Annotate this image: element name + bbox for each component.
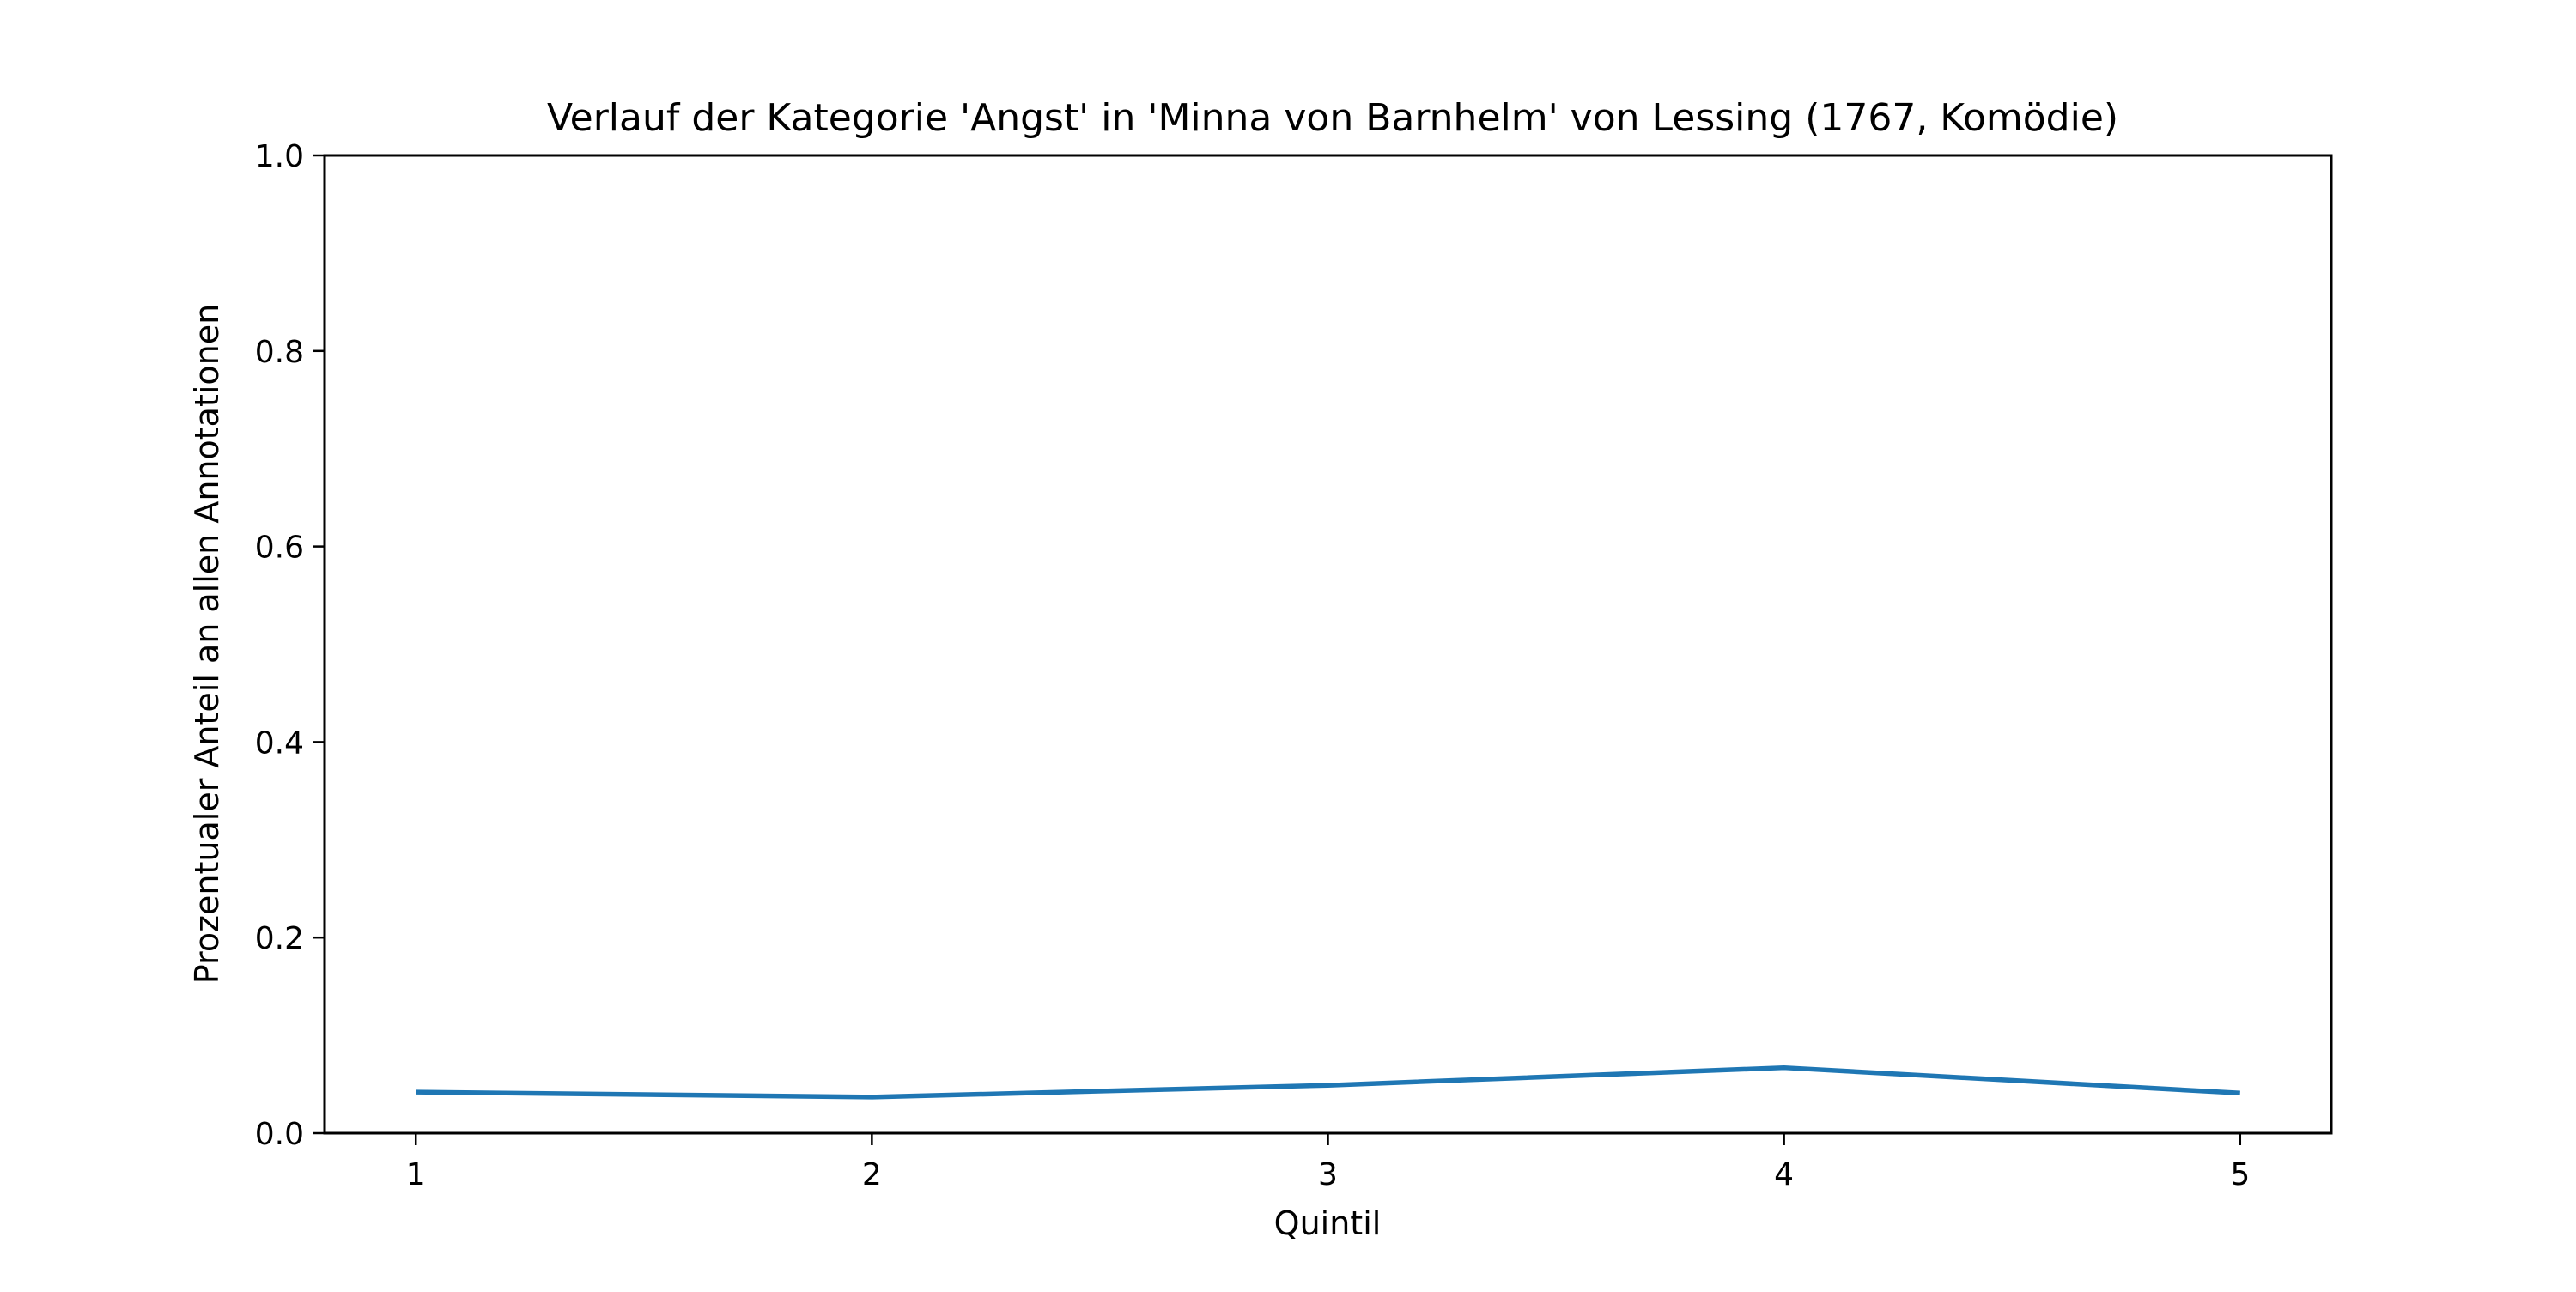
series-layer <box>416 1068 2240 1097</box>
x-tick-label: 5 <box>2230 1157 2250 1192</box>
y-tick-label: 0.0 <box>255 1117 304 1152</box>
y-axis-label: Prozentualer Anteil an allen Annotatione… <box>188 304 226 984</box>
y-axis-ticks: 0.0 0.2 0.4 0.6 0.8 1.0 <box>255 139 325 1152</box>
y-tick-label: 0.2 <box>255 921 304 956</box>
series-line <box>416 1068 2240 1097</box>
plot-area-frame <box>325 155 2331 1133</box>
y-tick-label: 0.4 <box>255 725 304 761</box>
x-axis-ticks: 1 2 3 4 5 <box>406 1133 2250 1192</box>
x-tick-label: 1 <box>406 1157 426 1192</box>
chart-title: Verlauf der Kategorie 'Angst' in 'Minna … <box>547 96 2118 140</box>
y-tick-label: 1.0 <box>255 139 304 174</box>
y-tick-label: 0.8 <box>255 335 304 370</box>
x-axis-label: Quintil <box>1274 1204 1382 1242</box>
x-tick-label: 3 <box>1318 1157 1338 1192</box>
y-tick-label: 0.6 <box>255 531 304 566</box>
x-tick-label: 2 <box>862 1157 882 1192</box>
x-tick-label: 4 <box>1774 1157 1794 1192</box>
